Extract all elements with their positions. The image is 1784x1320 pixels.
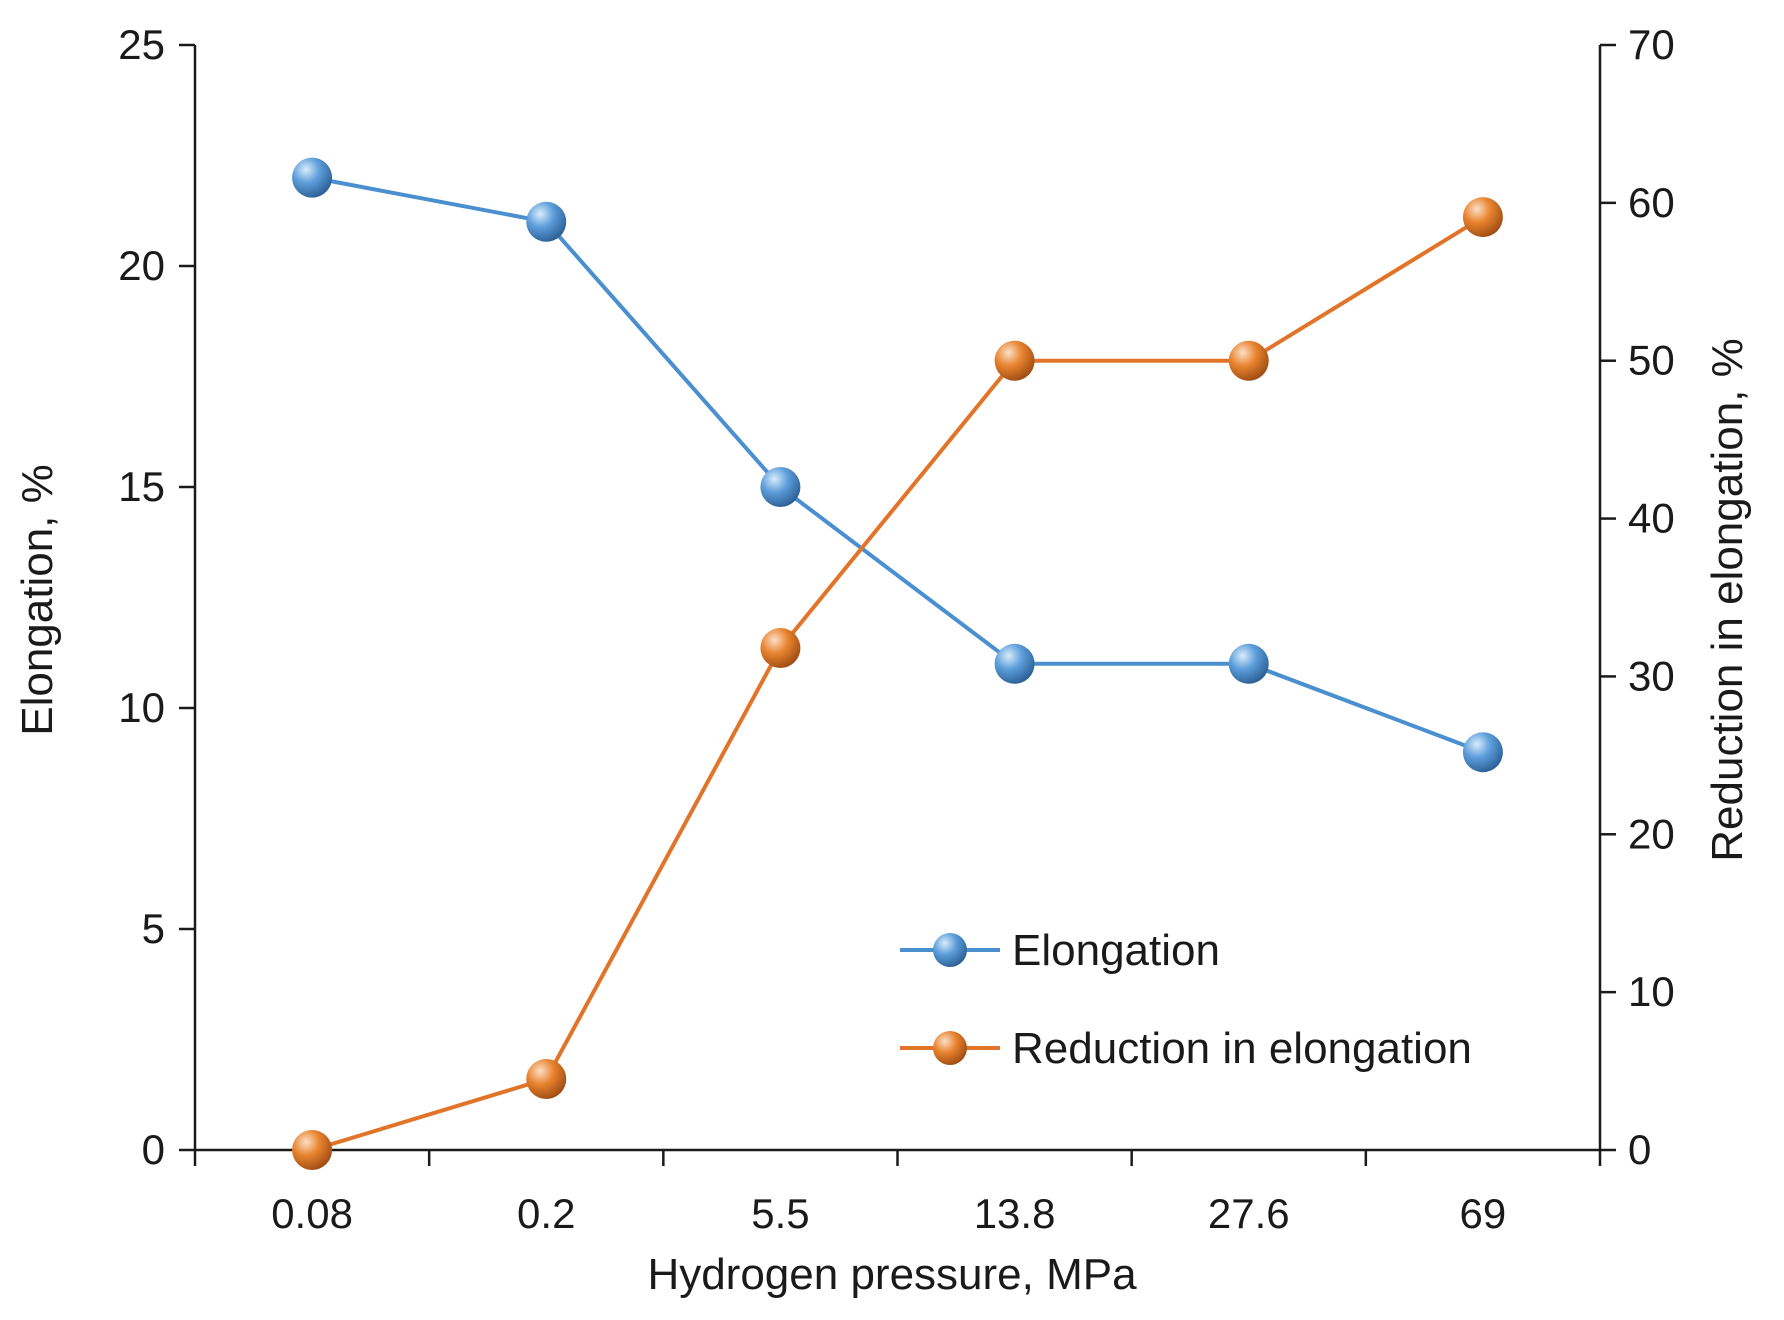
data-point-reduction <box>1462 197 1503 238</box>
series-line-reduction <box>311 215 1484 1152</box>
right-axis-ticks: 0 10 20 30 40 50 60 70 <box>1600 21 1675 1173</box>
right-tick-label: 60 <box>1628 179 1675 226</box>
series-lines <box>311 175 1484 1152</box>
left-tick-label: 5 <box>142 905 165 952</box>
x-axis-title: Hydrogen pressure, MPa <box>647 1250 1137 1299</box>
left-tick-label: 15 <box>118 463 165 510</box>
legend-label-reduction: Reduction in elongation <box>1012 1024 1472 1073</box>
data-point-elongation <box>526 201 567 242</box>
right-tick-label: 0 <box>1628 1126 1651 1173</box>
x-tick-label: 27.6 <box>1208 1190 1290 1237</box>
data-point-reduction <box>760 628 801 669</box>
x-axis-ticks: 0.08 0.2 5.5 13.8 27.6 69 <box>193 1150 1602 1237</box>
legend: Elongation Reduction in elongation <box>900 926 1472 1073</box>
legend-marker-reduction <box>933 1031 967 1065</box>
data-point-reduction <box>292 1130 333 1170</box>
data-point-elongation <box>994 643 1035 684</box>
left-tick-label: 10 <box>118 684 165 731</box>
x-tick-label: 5.5 <box>751 1190 809 1237</box>
left-tick-label: 25 <box>118 21 165 68</box>
data-point-elongation <box>292 157 333 198</box>
data-point-elongation <box>1462 732 1503 773</box>
right-tick-label: 50 <box>1628 337 1675 384</box>
legend-label-elongation: Elongation <box>1012 926 1220 975</box>
right-tick-label: 70 <box>1628 21 1675 68</box>
data-point-reduction <box>1228 340 1269 381</box>
axes <box>193 45 1602 1152</box>
left-tick-label: 20 <box>118 242 165 289</box>
data-point-reduction <box>994 340 1035 381</box>
data-point-reduction <box>526 1058 567 1099</box>
right-tick-label: 20 <box>1628 810 1675 857</box>
x-tick-label: 0.2 <box>517 1190 575 1237</box>
right-tick-label: 30 <box>1628 652 1675 699</box>
x-tick-label: 13.8 <box>974 1190 1056 1237</box>
left-axis-ticks: 0 5 10 15 20 25 <box>118 21 195 1173</box>
right-tick-label: 40 <box>1628 495 1675 542</box>
left-tick-label: 0 <box>142 1126 165 1173</box>
series-points <box>292 157 1503 1170</box>
data-point-elongation <box>760 467 801 507</box>
right-tick-label: 10 <box>1628 968 1675 1015</box>
series-line-elongation <box>311 175 1484 755</box>
legend-marker-elongation <box>933 933 967 967</box>
y2-axis-title: Reduction in elongation, % <box>1703 338 1752 861</box>
x-tick-label: 0.08 <box>271 1190 353 1237</box>
data-point-elongation <box>1228 643 1269 684</box>
y-axis-title: Elongation, % <box>13 464 62 736</box>
x-tick-label: 69 <box>1460 1190 1507 1237</box>
